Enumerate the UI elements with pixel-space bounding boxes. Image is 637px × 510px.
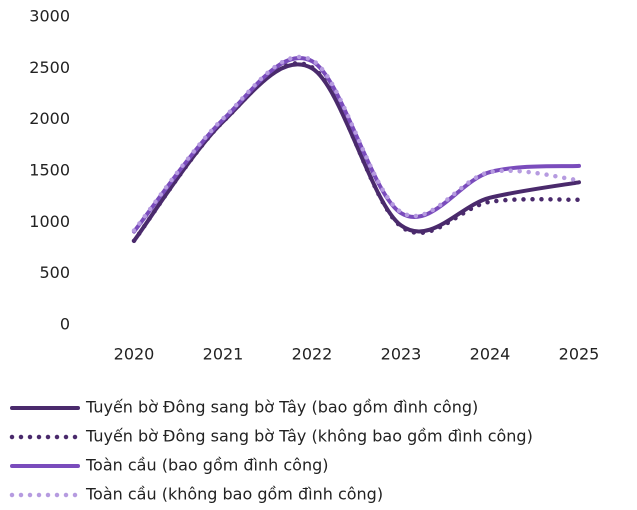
y-tick-label: 2500 (29, 58, 70, 77)
x-tick-label: 2025 (559, 345, 600, 364)
series-line (131, 61, 582, 244)
legend-label: Toàn cầu (không bao gồm đình công) (85, 485, 383, 504)
y-tick-label: 500 (39, 263, 70, 282)
x-tick-label: 2024 (470, 345, 511, 364)
x-tick-label: 2020 (114, 345, 155, 364)
x-tick-label: 2023 (381, 345, 422, 364)
y-tick-label: 0 (60, 315, 70, 334)
legend-label: Tuyến bờ Đông sang bờ Tây (bao gồm đình … (85, 398, 478, 417)
y-tick-label: 2000 (29, 109, 70, 128)
series-line (131, 54, 582, 233)
y-tick-label: 1500 (29, 161, 70, 180)
legend-label: Toàn cầu (bao gồm đình công) (85, 456, 329, 475)
y-tick-label: 3000 (29, 7, 70, 26)
legend-label: Tuyến bờ Đông sang bờ Tây (không bao gồm… (85, 427, 533, 446)
x-tick-label: 2021 (203, 345, 244, 364)
series-line (132, 62, 581, 243)
y-tick-label: 1000 (29, 212, 70, 231)
x-tick-label: 2022 (292, 345, 333, 364)
